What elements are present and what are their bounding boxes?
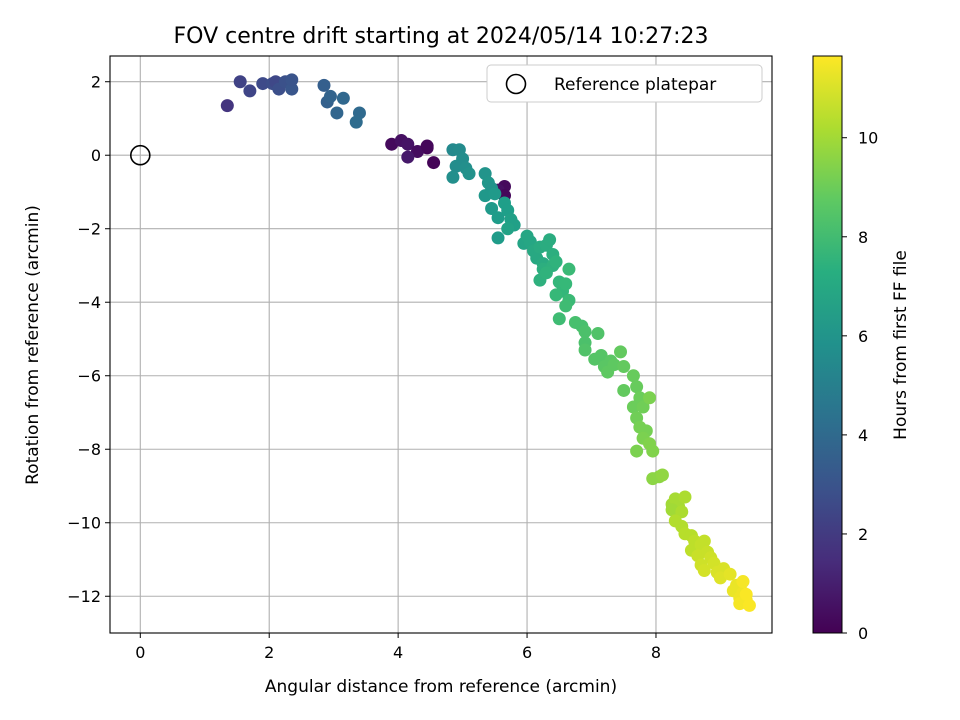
scatter-point	[449, 159, 463, 173]
scatter-point	[665, 503, 679, 517]
scatter-point	[285, 73, 299, 87]
colorbar-tick-label: 6	[858, 327, 868, 346]
x-tick-label: 0	[135, 643, 145, 662]
legend-box	[486, 64, 763, 103]
scatter-point	[285, 82, 299, 96]
colorbar-tick-label: 10	[858, 129, 878, 148]
y-tick-label: 0	[91, 146, 101, 165]
y-tick-label: −10	[67, 514, 101, 533]
legend: Reference platepar	[486, 64, 763, 103]
x-tick-label: 6	[522, 643, 532, 662]
scatter-point	[323, 89, 337, 103]
scatter-point	[401, 150, 415, 164]
x-axis-ticks: 0 2 4 6 8	[135, 633, 661, 662]
scatter-point	[552, 312, 566, 326]
y-tick-label: −6	[77, 367, 101, 386]
scatter-point	[233, 75, 247, 89]
scatter-point	[578, 343, 592, 357]
chart-title: FOV centre drift starting at 2024/05/14 …	[174, 24, 709, 49]
scatter-point	[578, 325, 592, 339]
scatter-point	[675, 505, 689, 519]
scatter-point	[630, 380, 644, 394]
scatter-point	[655, 468, 669, 482]
scatter-point	[446, 170, 460, 184]
scatter-point	[330, 106, 344, 120]
scatter-point	[220, 99, 234, 113]
scatter-point	[462, 167, 476, 181]
scatter-point	[617, 383, 631, 397]
scatter-point	[256, 77, 270, 91]
scatter-point	[543, 233, 557, 247]
scatter-point	[501, 222, 515, 236]
colorbar-gradient	[812, 55, 843, 634]
scatter-point	[742, 598, 756, 612]
scatter-point	[643, 391, 657, 405]
x-tick-label: 8	[651, 643, 661, 662]
scatter-point	[678, 490, 692, 504]
scatter-point	[697, 564, 711, 578]
y-axis-ticks: 2 0 −2 −4 −6 −8 −10 −12	[67, 73, 110, 606]
scatter-point	[697, 534, 711, 548]
scatter-point	[349, 115, 363, 129]
scatter-point	[636, 400, 650, 414]
scatter-point	[594, 349, 608, 363]
y-tick-label: −4	[77, 293, 101, 312]
scatter-point	[723, 567, 737, 581]
colorbar-tick-label: 8	[858, 228, 868, 247]
scatter-point	[491, 211, 505, 225]
legend-reference-label: Reference platepar	[554, 75, 716, 95]
scatter-point	[626, 369, 640, 383]
scatter-point	[739, 587, 753, 601]
scatter-point	[427, 156, 441, 170]
y-tick-label: −12	[67, 587, 101, 606]
scatter-point	[562, 262, 576, 276]
colorbar-tick-label: 0	[858, 624, 868, 643]
scatter-point	[410, 145, 424, 159]
reference-point	[129, 144, 151, 166]
data-points	[220, 73, 756, 612]
y-tick-label: −2	[77, 220, 101, 239]
scatter-point	[485, 202, 499, 216]
scatter-point	[630, 444, 644, 458]
scatter-point	[559, 299, 573, 313]
scatter-point	[478, 189, 492, 203]
scatter-point	[420, 139, 434, 153]
scatter-point	[549, 288, 563, 302]
scatter-point	[614, 345, 628, 359]
scatter-point	[401, 137, 415, 151]
scatter-point	[559, 277, 573, 291]
colorbar-tick-label: 2	[858, 525, 868, 544]
colorbar-label: Hours from first FF file	[891, 250, 911, 440]
colorbar-ticks: 0 2 4 6 8 10	[842, 129, 878, 643]
plot-frame	[109, 55, 773, 634]
scatter-point	[617, 360, 631, 374]
scatter-point	[736, 575, 750, 589]
x-axis-label: Angular distance from reference (arcmin)	[265, 677, 617, 697]
scatter-point	[549, 255, 563, 269]
scatter-point	[491, 231, 505, 245]
legend-reference-marker	[505, 73, 527, 95]
scatter-point	[317, 78, 331, 92]
x-tick-label: 2	[264, 643, 274, 662]
y-tick-label: 2	[91, 73, 101, 92]
scatter-point	[336, 91, 350, 105]
x-tick-label: 4	[393, 643, 403, 662]
scatter-point	[488, 187, 502, 201]
colorbar: 0 2 4 6 8 10 Hours from first FF file	[812, 55, 911, 643]
scatter-point	[539, 266, 553, 280]
y-axis-label: Rotation from reference (arcmin)	[23, 205, 43, 485]
scatter-point	[646, 444, 660, 458]
scatter-point	[626, 400, 640, 414]
gridlines	[110, 56, 772, 633]
scatter-point	[607, 358, 621, 372]
y-tick-label: −8	[77, 440, 101, 459]
scatter-point	[591, 326, 605, 340]
colorbar-tick-label: 4	[858, 426, 868, 445]
scatter-point	[243, 84, 257, 98]
